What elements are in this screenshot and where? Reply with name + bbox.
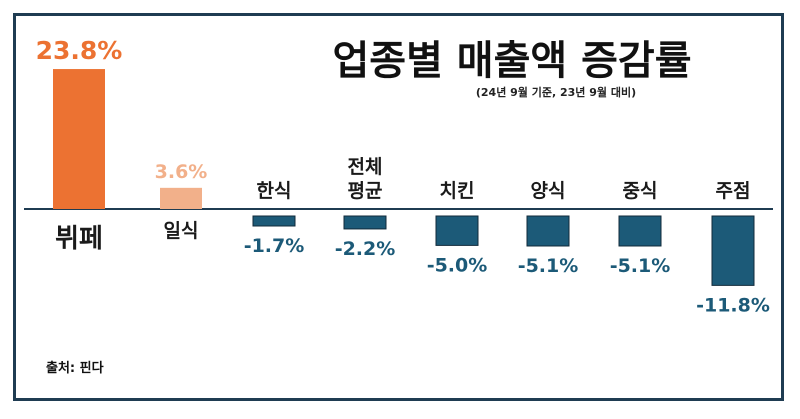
- category-label-0: 뷔페: [55, 224, 103, 254]
- value-label-3: -2.2%: [335, 238, 396, 260]
- category-label-6: 중식: [623, 180, 658, 202]
- category-label-3: 전체 평균: [348, 156, 383, 202]
- chart-subtitle: (24년 9월 기준, 23년 9월 대비): [476, 85, 636, 99]
- value-label-7: -11.8%: [696, 294, 770, 316]
- chart-frame: 업종별 매출액 증감률 (24년 9월 기준, 23년 9월 대비) 출처: 핀…: [13, 13, 784, 401]
- bar-3: [343, 215, 387, 230]
- value-label-4: -5.0%: [427, 254, 488, 276]
- category-label-2: 한식: [257, 180, 292, 202]
- value-label-1: 3.6%: [155, 161, 208, 183]
- bar-6: [618, 215, 662, 247]
- value-label-0: 23.8%: [36, 36, 123, 65]
- category-label-7: 주점: [716, 180, 751, 202]
- bar-4: [435, 215, 479, 246]
- chart-title: 업종별 매출액 증감률: [332, 38, 691, 84]
- value-label-6: -5.1%: [610, 255, 671, 277]
- bar-5: [526, 215, 570, 247]
- bar-7: [711, 215, 755, 286]
- category-label-5: 양식: [531, 180, 566, 202]
- category-label-4: 치킨: [440, 180, 475, 202]
- bar-2: [252, 215, 296, 227]
- category-label-1: 일식: [164, 220, 199, 242]
- bar-chart: 업종별 매출액 증감률 (24년 9월 기준, 23년 9월 대비) 출처: 핀…: [24, 36, 773, 376]
- value-label-2: -1.7%: [244, 235, 305, 257]
- bar-0: [53, 69, 105, 209]
- bar-1: [160, 187, 202, 209]
- chart-source: 출처: 핀다: [46, 360, 104, 376]
- value-label-5: -5.1%: [518, 255, 579, 277]
